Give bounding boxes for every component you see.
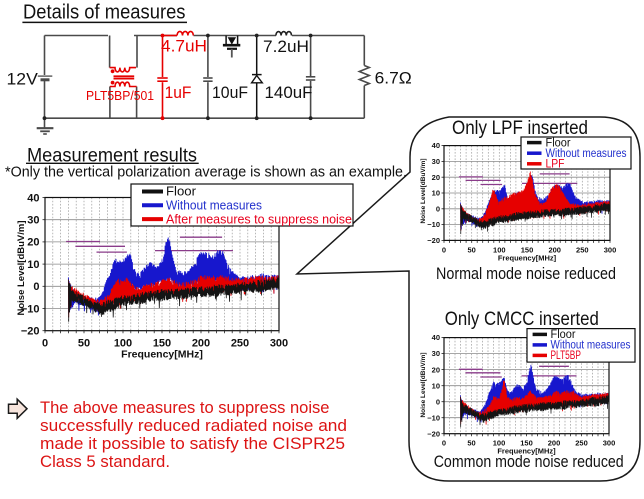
svg-text:50: 50: [468, 246, 476, 255]
svg-text:PLT5BP: PLT5BP: [551, 350, 582, 362]
svg-text:0: 0: [436, 397, 440, 406]
svg-text:Noise Level[dBuV/m]: Noise Level[dBuV/m]: [420, 158, 427, 223]
svg-text:0: 0: [33, 281, 39, 293]
svg-text:200: 200: [548, 246, 561, 255]
svg-text:Floor: Floor: [166, 184, 197, 199]
svg-text:30: 30: [432, 349, 440, 358]
svg-text:10: 10: [432, 189, 440, 198]
svg-text:300: 300: [603, 439, 616, 448]
svg-text:300: 300: [604, 246, 617, 255]
svg-text:250: 250: [231, 338, 249, 350]
svg-text:10uF: 10uF: [212, 83, 248, 102]
svg-text:250: 250: [576, 246, 589, 255]
svg-text:−20: −20: [427, 429, 440, 438]
svg-text:10: 10: [432, 381, 440, 390]
svg-text:successfully reduced radiated: successfully reduced radiated noise and: [40, 416, 347, 435]
svg-text:140uF: 140uF: [265, 83, 313, 102]
svg-text:Frequency[MHz]: Frequency[MHz]: [497, 447, 556, 456]
svg-text:*Only the vertical polarizatio: *Only the vertical polarization average …: [5, 165, 407, 181]
svg-text:Details of measures: Details of measures: [23, 1, 186, 24]
svg-text:Floor: Floor: [551, 329, 576, 341]
svg-text:Noise Level[dBuV/m]: Noise Level[dBuV/m]: [420, 352, 427, 417]
svg-text:50: 50: [467, 439, 475, 448]
svg-text:200: 200: [548, 439, 561, 448]
svg-text:0: 0: [42, 338, 48, 350]
svg-text:200: 200: [192, 338, 210, 350]
svg-text:50: 50: [78, 338, 90, 350]
svg-text:10: 10: [27, 259, 39, 271]
svg-text:Normal mode noise reduced: Normal mode noise reduced: [436, 264, 616, 283]
svg-text:1uF: 1uF: [165, 83, 192, 102]
svg-text:Only CMCC inserted: Only CMCC inserted: [445, 309, 599, 330]
svg-text:made it possible to satisfy th: made it possible to satisfy the CISPR25: [40, 434, 345, 453]
svg-text:Measurement results: Measurement results: [27, 145, 197, 166]
svg-text:30: 30: [27, 215, 39, 227]
svg-text:100: 100: [493, 246, 506, 255]
svg-text:Class 5 standard.: Class 5 standard.: [40, 452, 170, 471]
svg-text:100: 100: [493, 439, 506, 448]
svg-text:20: 20: [432, 365, 440, 374]
svg-text:20: 20: [27, 237, 39, 249]
svg-text:Without measures: Without measures: [551, 340, 631, 352]
svg-text:250: 250: [575, 439, 588, 448]
svg-text:Floor: Floor: [546, 137, 571, 149]
svg-text:Without measures: Without measures: [166, 198, 262, 213]
svg-text:PLT5BP/501: PLT5BP/501: [86, 89, 154, 103]
svg-text:Common mode noise reduced: Common mode noise reduced: [434, 452, 624, 471]
svg-text:40: 40: [27, 192, 39, 204]
svg-text:The above measures to suppress: The above measures to suppress noise: [40, 398, 330, 417]
svg-text:30: 30: [432, 157, 440, 166]
svg-text:150: 150: [520, 439, 533, 448]
svg-text:100: 100: [114, 338, 132, 350]
svg-text:−10: −10: [427, 413, 440, 422]
svg-text:6.7Ω: 6.7Ω: [375, 69, 412, 88]
svg-text:150: 150: [153, 338, 171, 350]
svg-text:20: 20: [432, 173, 440, 182]
svg-text:−20: −20: [21, 326, 40, 338]
svg-text:−10: −10: [21, 303, 40, 315]
svg-text:Without measures: Without measures: [546, 148, 627, 160]
svg-text:Frequency[MHz]: Frequency[MHz]: [498, 254, 557, 263]
svg-text:40: 40: [432, 141, 440, 150]
svg-text:Noise Level[dBuV/m]: Noise Level[dBuV/m]: [16, 220, 27, 315]
svg-text:300: 300: [270, 338, 288, 350]
svg-text:12V: 12V: [7, 70, 39, 89]
svg-text:Frequency[MHz]: Frequency[MHz]: [121, 349, 203, 361]
svg-text:−20: −20: [427, 236, 440, 245]
svg-text:Only LPF inserted: Only LPF inserted: [452, 118, 588, 139]
svg-text:40: 40: [432, 333, 440, 342]
svg-text:150: 150: [521, 246, 534, 255]
svg-text:0: 0: [442, 439, 446, 448]
svg-text:4.7uH: 4.7uH: [161, 37, 207, 56]
svg-text:0: 0: [442, 246, 446, 255]
svg-text:LPF: LPF: [546, 159, 565, 171]
svg-text:−10: −10: [427, 220, 440, 229]
svg-text:After measures to suppress noi: After measures to suppress noise: [166, 211, 352, 226]
svg-text:7.2uH: 7.2uH: [263, 37, 309, 56]
svg-text:0: 0: [436, 204, 440, 213]
